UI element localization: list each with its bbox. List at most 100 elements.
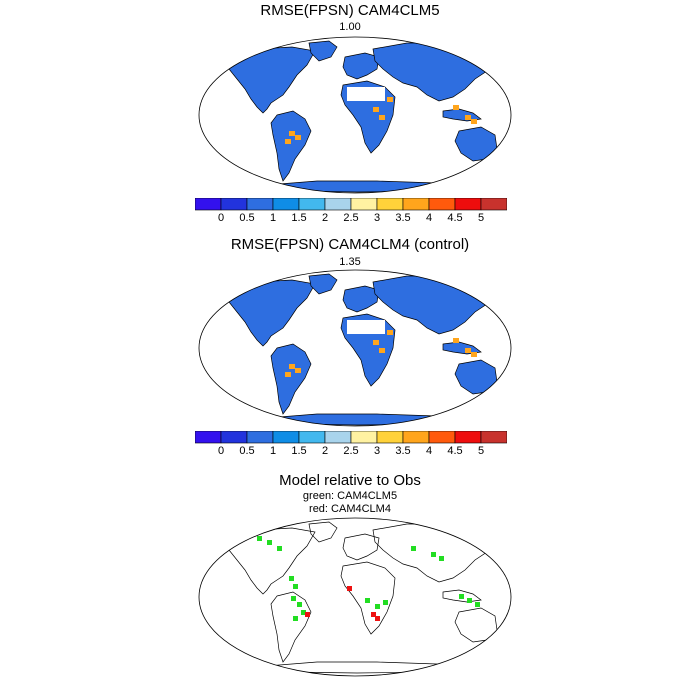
south-america-landmass (270, 343, 312, 415)
colorbar-swatch-4 (298, 198, 326, 211)
clm5-better-cell-13 (467, 598, 472, 603)
europe-landmass (342, 285, 380, 313)
land-group (228, 273, 498, 426)
colorbar-swatch-11 (480, 198, 507, 211)
colorbar-tick-label: 1.5 (291, 212, 307, 224)
error-hotspot-7 (387, 97, 393, 102)
clm5-better-cell-16 (439, 556, 444, 561)
colorbar-tick-label: 3 (373, 445, 381, 457)
comparison-legend-green: green: CAM4CLM5 (302, 490, 398, 502)
north-america-landmass (228, 279, 316, 347)
greenland-landmass (308, 273, 338, 295)
clm4-better-cell-0 (371, 612, 376, 617)
panel2-map (198, 269, 512, 427)
colorbar-tick-label: 1.5 (291, 445, 307, 457)
australia-landmass (454, 607, 498, 643)
colorbar-swatch-9 (428, 198, 456, 211)
colorbar-tick-label: 0.5 (239, 212, 255, 224)
colorbar-tick-label: 3.5 (395, 212, 411, 224)
colorbar-swatch-10 (454, 431, 482, 444)
land-group (228, 40, 498, 193)
colorbar-swatch-8 (402, 198, 430, 211)
colorbar-tick-label: 3.5 (395, 445, 411, 457)
clm5-better-cell-10 (375, 604, 380, 609)
clm5-better-cell-5 (291, 596, 296, 601)
error-hotspot-4 (379, 348, 385, 353)
greenland-landmass (308, 521, 338, 543)
colorbar-swatch-1 (220, 431, 248, 444)
error-hotspot-1 (295, 368, 301, 373)
error-hotspot-2 (285, 372, 291, 377)
antarctica-landmass (266, 180, 460, 193)
colorbar-swatch-6 (350, 431, 378, 444)
clm5-better-cell-3 (289, 576, 294, 581)
colorbar-swatch-10 (454, 198, 482, 211)
colorbar-tick-label: 2 (321, 212, 329, 224)
clm4-better-cell-1 (375, 616, 380, 621)
colorbar-swatch-5 (324, 431, 352, 444)
error-hotspot-4 (379, 115, 385, 120)
colorbar-swatch-5 (324, 198, 352, 211)
error-hotspot-0 (289, 364, 295, 369)
north-america-landmass (228, 527, 316, 595)
colorbar-tick-label: 5 (477, 445, 485, 457)
antarctica-landmass (266, 413, 460, 426)
colorbar-swatch-7 (376, 198, 404, 211)
south-america-landmass (270, 110, 312, 182)
greenland-landmass (308, 40, 338, 62)
sahara-no-data (347, 87, 385, 101)
colorbar-swatch-9 (428, 431, 456, 444)
antarctica-landmass (266, 661, 460, 674)
panel2-colorbar (195, 431, 507, 444)
error-hotspot-6 (471, 119, 477, 124)
error-hotspot-7 (387, 330, 393, 335)
clm5-better-cell-6 (297, 602, 302, 607)
colorbar-tick-label: 2 (321, 445, 329, 457)
clm5-better-cell-0 (257, 536, 262, 541)
australia-landmass (454, 359, 498, 395)
colorbar-tick-label: 4 (425, 445, 433, 457)
map-frame (198, 269, 512, 427)
europe-landmass (342, 52, 380, 80)
error-hotspot-1 (295, 135, 301, 140)
clm4-better-cell-3 (347, 586, 352, 591)
colorbar-swatch-0 (195, 198, 222, 211)
colorbar-tick-label: 0 (217, 445, 225, 457)
error-hotspot-8 (453, 105, 459, 110)
colorbar-swatch-0 (195, 431, 222, 444)
error-hotspot-5 (465, 348, 471, 353)
panel1-colorbar (195, 198, 507, 211)
asia-landmass (372, 275, 494, 335)
clm5-better-cell-7 (301, 610, 306, 615)
panel2-title: RMSE(FPSN) CAM4CLM4 (control) (230, 236, 470, 253)
error-hotspot-5 (465, 115, 471, 120)
colorbar-tick-label: 2.5 (343, 212, 359, 224)
sahara-no-data (347, 320, 385, 334)
colorbar-swatch-11 (480, 431, 507, 444)
colorbar-tick-label: 3 (373, 212, 381, 224)
africa-landmass (340, 561, 396, 635)
comparison-map (198, 517, 512, 677)
map-frame (198, 36, 512, 194)
colorbar-tick-label: 4.5 (447, 212, 463, 224)
clm5-better-cell-14 (475, 602, 480, 607)
error-hotspot-2 (285, 139, 291, 144)
south-america-landmass (270, 591, 312, 663)
colorbar-swatch-2 (246, 198, 274, 211)
colorbar-swatch-6 (350, 198, 378, 211)
clm5-better-cell-15 (431, 552, 436, 557)
colorbar-tick-label: 0 (217, 212, 225, 224)
colorbar-swatch-7 (376, 431, 404, 444)
colorbar-swatch-1 (220, 198, 248, 211)
clm5-better-cell-9 (365, 598, 370, 603)
colorbar-swatch-2 (246, 431, 274, 444)
clm5-better-cell-17 (411, 546, 416, 551)
colorbar-tick-label: 1 (269, 445, 277, 457)
colorbar-tick-label: 2.5 (343, 445, 359, 457)
colorbar-tick-label: 1 (269, 212, 277, 224)
colorbar-tick-label: 4.5 (447, 445, 463, 457)
error-hotspot-0 (289, 131, 295, 136)
panel1-title: RMSE(FPSN) CAM4CLM5 (260, 2, 440, 19)
asia-landmass (372, 42, 494, 102)
map-frame (198, 517, 512, 677)
